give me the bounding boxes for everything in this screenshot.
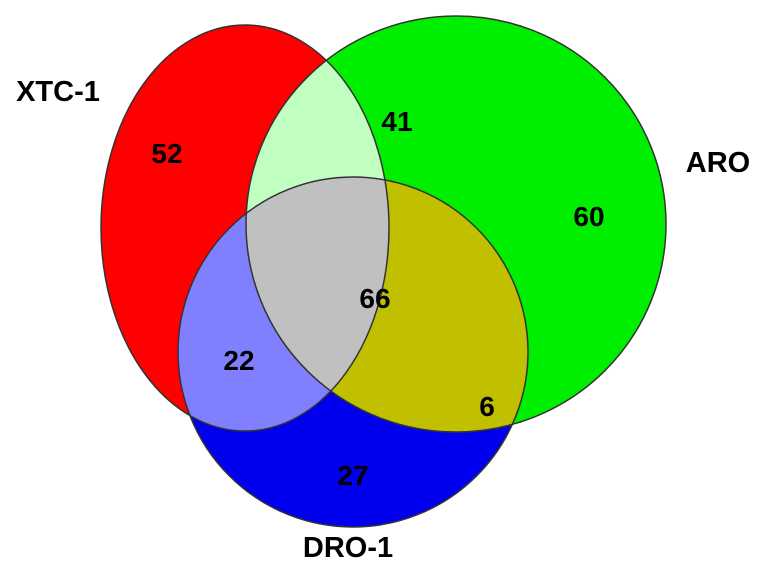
count-aro-only: 60 <box>573 201 604 232</box>
region-all-three <box>246 177 389 431</box>
xtc1-outline <box>100 24 390 432</box>
count-dro1-only: 27 <box>337 460 368 491</box>
count-xtc1-aro: 41 <box>381 106 412 137</box>
count-xtc1-only: 52 <box>151 138 182 169</box>
count-xtc1-dro1: 22 <box>223 345 254 376</box>
label-xtc1: XTC-1 <box>16 76 100 108</box>
count-all-three: 66 <box>359 283 390 314</box>
aro-outline <box>245 15 667 433</box>
label-dro1: DRO-1 <box>303 532 393 564</box>
count-aro-dro1: 6 <box>479 391 495 422</box>
dro1-outline <box>177 176 529 528</box>
label-aro: ARO <box>686 147 750 179</box>
